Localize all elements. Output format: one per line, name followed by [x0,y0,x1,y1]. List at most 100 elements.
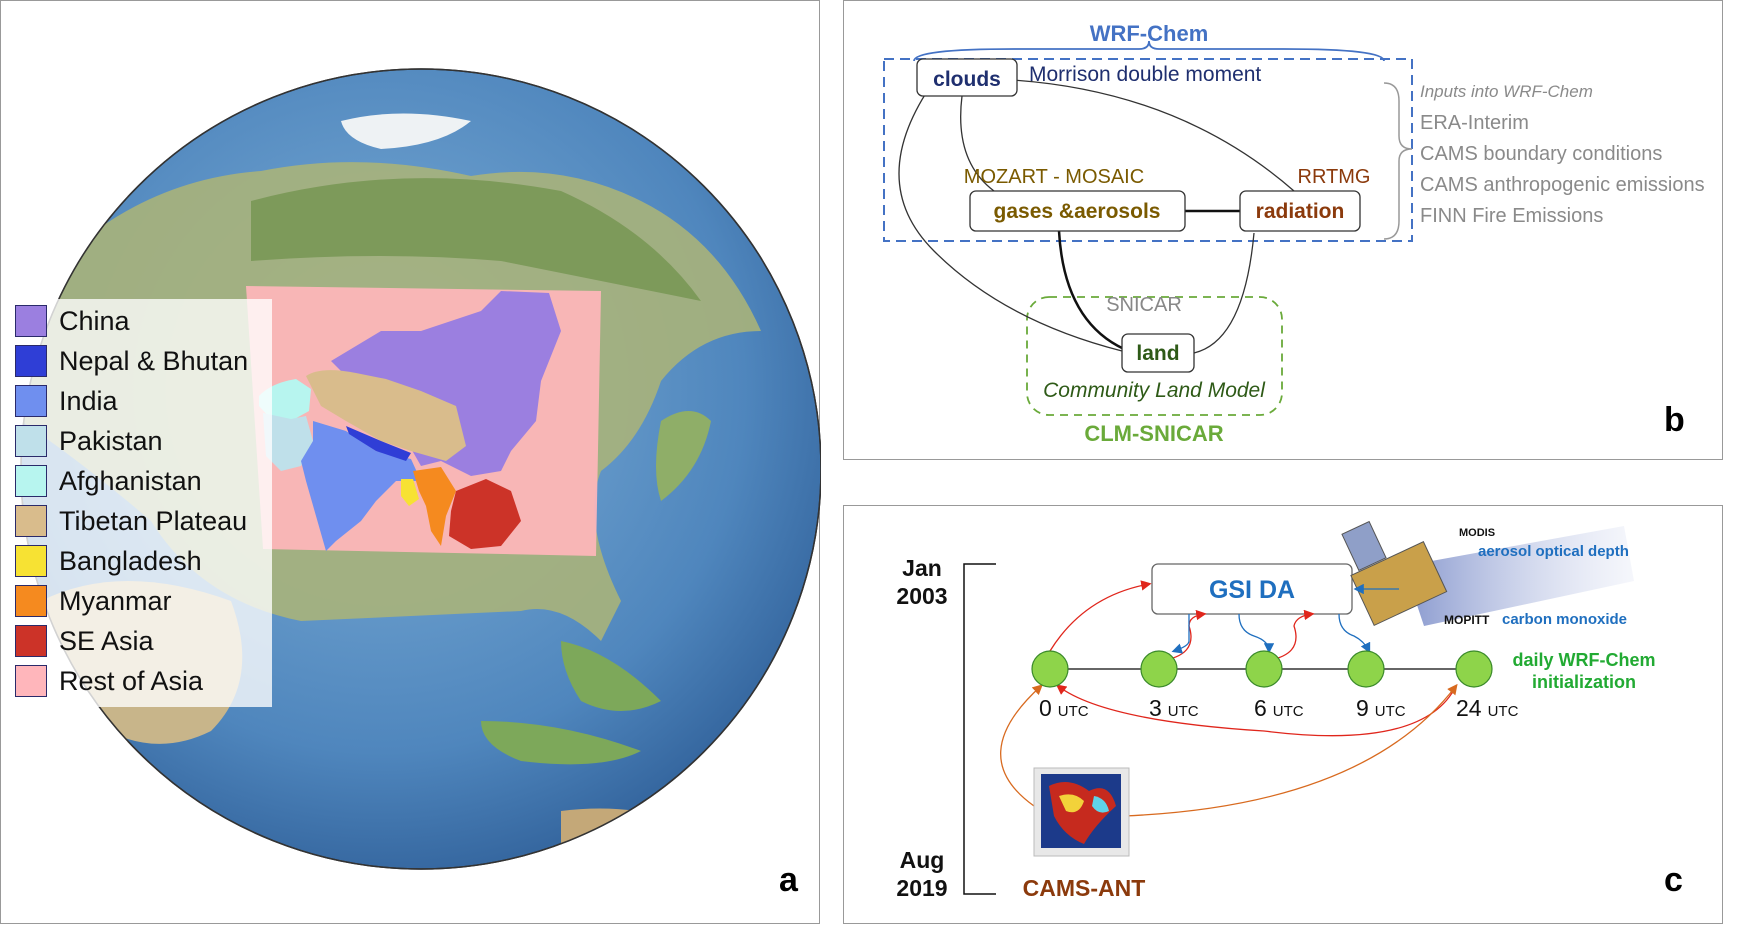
input-item: CAMS anthropogenic emissions [1420,174,1705,196]
arrow-24-to-0 [1055,684,1457,737]
legend-label: Bangladesh [59,545,202,576]
legend-label: Afghanistan [59,465,202,496]
arrow-cams-to-24 [1123,683,1458,817]
edge-clouds-gases [960,95,995,206]
edge-gases-land [1057,230,1125,351]
arrow-gsi-to-6 [1238,613,1275,654]
panel-c-assimilation-diagram: Jan 2003 Aug 2019 GSI DA MODIS aerosol o… [843,505,1723,924]
legend-swatch [15,665,47,697]
input-item: FINN Fire Emissions [1420,205,1603,227]
start-year: 2003 [896,583,947,609]
radiation-label: radiation [1256,200,1345,223]
arrow-cams-to-0 [1000,684,1043,807]
land-siberia-forest [251,178,701,301]
panel-letter-a: a [779,861,798,899]
input-item: CAMS boundary conditions [1420,143,1662,165]
legend-swatch [15,385,47,417]
clm-full-name: Community Land Model [1043,379,1266,402]
region-myanmar [413,467,456,546]
edge-radiation-land [1193,232,1255,354]
land-se-islands [561,641,661,711]
legend-swatch [15,345,47,377]
wrf-chem-box [883,58,1413,242]
model-components-diagram: WRF-Chem CLM-SNICAR clouds Morrison doub… [883,21,1705,446]
hour-label-6: 6 UTC [1254,695,1304,721]
modis-label: MODIS [1459,527,1495,539]
region-china [331,291,561,476]
satellite-swath [1404,526,1634,626]
legend-label: SE Asia [59,625,154,656]
legend-item-myanmar: Myanmar [15,583,172,619]
daily-init-line2: initialization [1532,672,1636,692]
land-indonesia [481,721,641,765]
legend-item-china: China [15,303,130,339]
legend-item-bangladesh: Bangladesh [15,543,202,579]
legend-label: India [59,385,118,416]
gases-label: gases &aerosols [994,200,1161,223]
node-clouds [916,58,1018,97]
legend-label: Tibetan Plateau [59,505,248,536]
edge-clouds-radiation [993,78,1295,192]
mopitt-label: MOPITT [1444,613,1490,627]
legend-item-nepal-bhutan: Nepal & Bhutan [15,343,248,379]
clm-snicar-title: CLM-SNICAR [1084,421,1223,446]
co-label: carbon monoxide [1502,611,1627,628]
wrf-chem-brace [913,40,1385,62]
region-nepal-bhutan [346,426,411,461]
region-se-asia [449,479,521,549]
panel-letter-b: b [1664,401,1685,439]
node-24-utc [1455,650,1493,688]
gsi-da-box [1151,563,1353,615]
node-radiation [1239,190,1361,232]
legend-item-tibetan-plateau: Tibetan Plateau [15,503,247,539]
inputs-brace [1383,82,1413,240]
legend-label: Rest of Asia [59,665,204,696]
region-india [301,421,421,551]
radiation-scheme-label: RRTMG [1298,166,1371,188]
legend-item-se-asia: SE Asia [15,623,154,659]
clm-snicar-box [1026,296,1283,416]
legend-item-rest-of-asia: Rest of Asia [15,663,203,699]
hour-label-0: 0 UTC [1039,695,1089,721]
end-month: Aug [900,847,945,873]
legend-item-india: India [15,383,118,419]
panel-b-model-diagram: WRF-Chem CLM-SNICAR clouds Morrison doub… [843,0,1723,460]
land-arctic-ice [341,113,471,149]
panel-letter-c: c [1664,861,1683,899]
edge-clouds-land [898,80,1123,352]
satellite-graphic [1341,520,1634,627]
gases-scheme-label: MOZART - MOSAIC [964,166,1144,188]
arrow-gsi-to-3 [1171,614,1190,654]
clouds-scheme-label: Morrison double moment [1029,63,1261,86]
inputs-title: Inputs into WRF-Chem [1420,82,1593,101]
legend-swatch [15,465,47,497]
legend-swatch [15,505,47,537]
region-afghanistan [259,379,311,421]
end-year: 2019 [896,875,947,901]
clouds-label: clouds [933,68,1001,91]
legend-label: Myanmar [59,585,172,616]
legend-swatch [15,545,47,577]
legend-item-pakistan: Pakistan [15,423,163,459]
cams-ant-label: CAMS-ANT [1023,875,1146,901]
map-legend: China Nepal & Bhutan India Pakistan Afgh… [9,299,272,707]
legend-swatch [15,305,47,337]
legend-swatch [15,425,47,457]
node-0-utc [1031,650,1069,688]
cams-ant-thumbnail [1033,767,1130,857]
assimilation-cycle-diagram: Jan 2003 Aug 2019 GSI DA MODIS aerosol o… [896,520,1656,901]
region-bangladesh [401,479,419,506]
satellite-body [1350,541,1448,627]
daily-init-line1: daily WRF-Chem [1512,650,1655,670]
satellite-panel [1341,520,1387,572]
node-6-utc [1245,650,1283,688]
node-3-utc [1140,650,1178,688]
land-australia-edge [561,808,701,869]
node-gases-aerosols [969,190,1186,232]
legend-label: China [59,305,130,336]
legend-label: Pakistan [59,425,163,456]
arrow-0-to-gsi [1049,580,1152,652]
legend-swatch [15,625,47,657]
legend-label: Nepal & Bhutan [59,345,249,376]
region-tibetan-plateau [306,370,466,461]
